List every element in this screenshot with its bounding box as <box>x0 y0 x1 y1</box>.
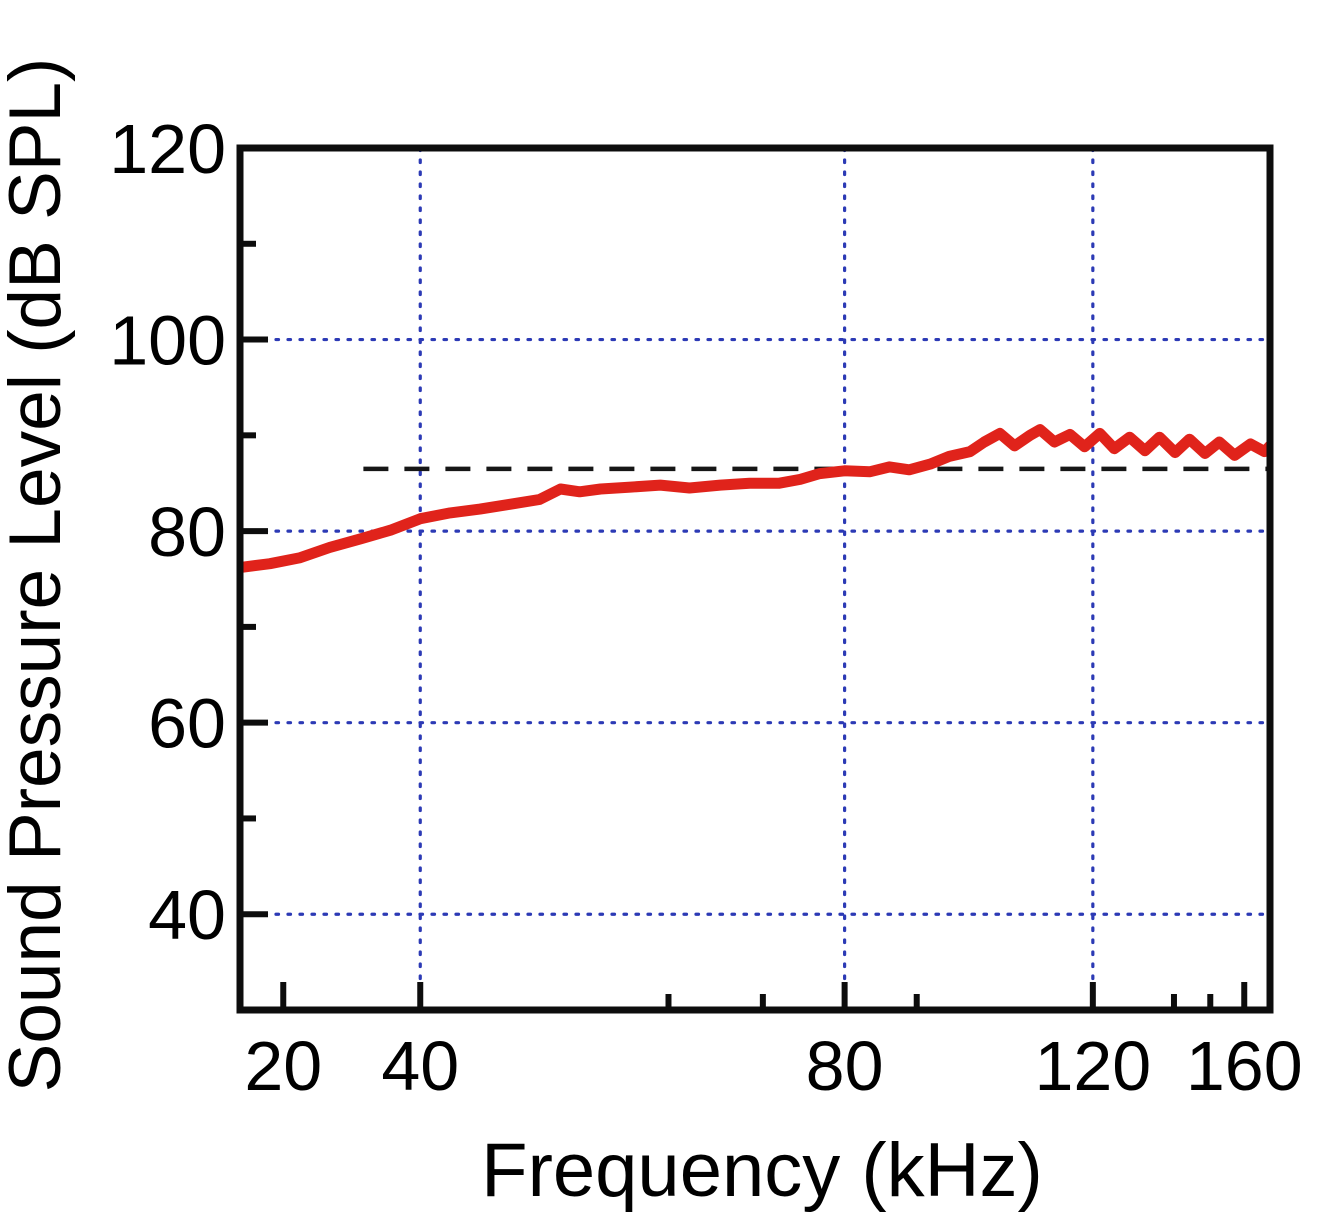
x-tick-label: 20 <box>244 1027 322 1105</box>
x-tick-label: 160 <box>1186 1027 1303 1105</box>
x-tick-label: 40 <box>381 1027 459 1105</box>
y-axis-title: Sound Pressure Level (dB SPL) <box>0 58 76 1093</box>
y-tick-label: 120 <box>109 110 226 188</box>
spl-response-curve <box>240 424 1270 573</box>
y-tick-label: 100 <box>109 302 226 380</box>
x-tick-label: 120 <box>1034 1027 1151 1105</box>
plot-frame <box>236 144 1274 1014</box>
tick-layer <box>240 145 1248 1010</box>
grid-layer <box>238 146 1272 1012</box>
y-tick-label: 80 <box>148 493 226 571</box>
y-tick-label: 60 <box>148 685 226 763</box>
x-tick-label: 80 <box>806 1027 884 1105</box>
y-tick-label: 40 <box>148 876 226 954</box>
x-axis-title: Frequency (kHz) <box>481 1128 1043 1213</box>
